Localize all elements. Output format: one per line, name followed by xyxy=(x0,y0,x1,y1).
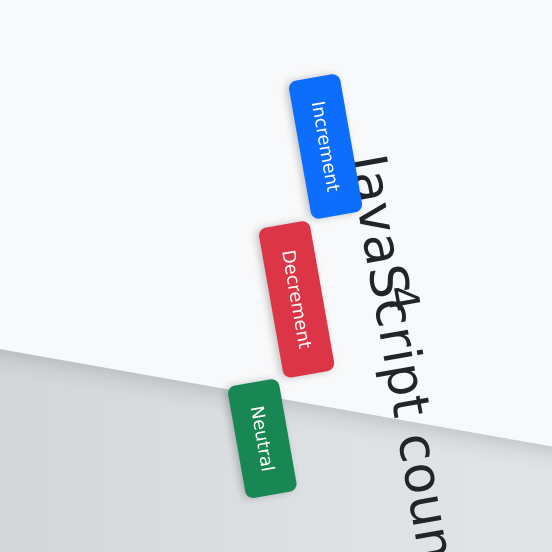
neutral-button-label: Neutral xyxy=(246,404,279,474)
increment-button-label: Increment xyxy=(307,99,344,194)
increment-button[interactable]: Increment xyxy=(287,73,364,220)
neutral-button[interactable]: Neutral xyxy=(226,378,298,500)
decrement-button-label: Decrement xyxy=(277,248,316,351)
decrement-button[interactable]: Decrement xyxy=(257,220,336,379)
